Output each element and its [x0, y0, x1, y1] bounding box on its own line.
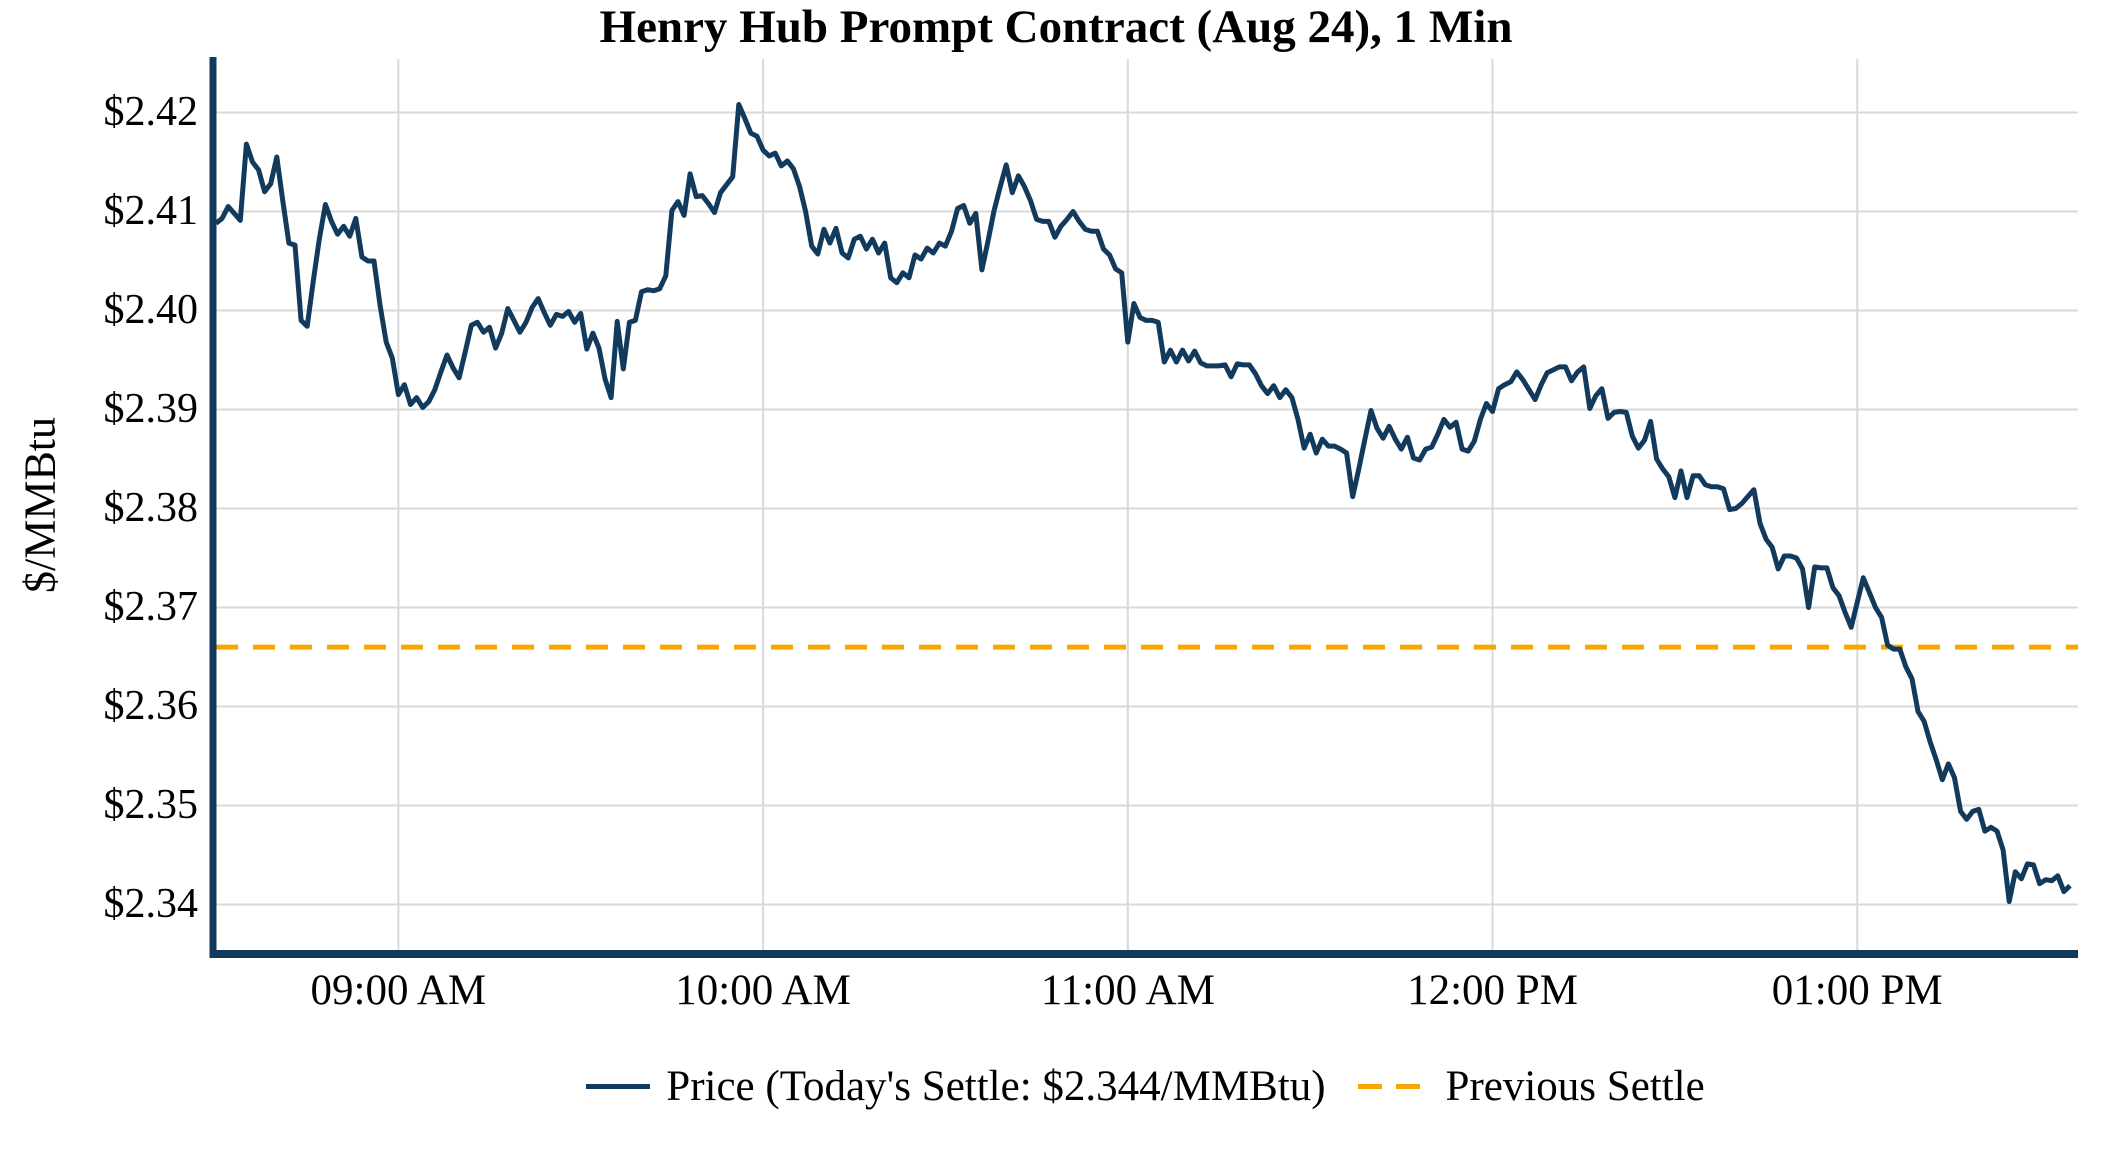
legend-price-label: Price (Today's Settle: $2.344/MMBtu) — [666, 1063, 1326, 1110]
y-tick-label: $2.34 — [103, 881, 199, 928]
x-tick-label: 12:00 PM — [1407, 967, 1578, 1014]
legend-previous-settle-label: Previous Settle — [1445, 1063, 1705, 1110]
y-tick-label: $2.37 — [103, 584, 199, 631]
y-tick-label: $2.42 — [103, 89, 199, 136]
y-tick-label: $2.35 — [103, 782, 199, 829]
price-line — [214, 102, 2072, 904]
y-tick-label: $2.40 — [103, 287, 199, 334]
previous-settle-swatch — [1357, 1084, 1430, 1089]
y-tick-label: $2.36 — [103, 683, 199, 730]
x-tick-label: 01:00 PM — [1771, 967, 1943, 1014]
x-tick-label: 11:00 AM — [1040, 967, 1215, 1014]
legend: Price (Today's Settle: $2.344/MMBtu) Pre… — [213, 1062, 2078, 1111]
chart-title: Henry Hub Prompt Contract (Aug 24), 1 Mi… — [599, 1, 1513, 53]
price-line-swatch — [586, 1084, 651, 1089]
y-tick-label: $2.41 — [103, 188, 199, 235]
x-tick-label: 10:00 AM — [675, 967, 851, 1014]
x-tick-label: 09:00 AM — [310, 967, 487, 1014]
y-tick-label: $2.39 — [103, 386, 199, 433]
y-tick-label: $2.38 — [103, 485, 199, 532]
